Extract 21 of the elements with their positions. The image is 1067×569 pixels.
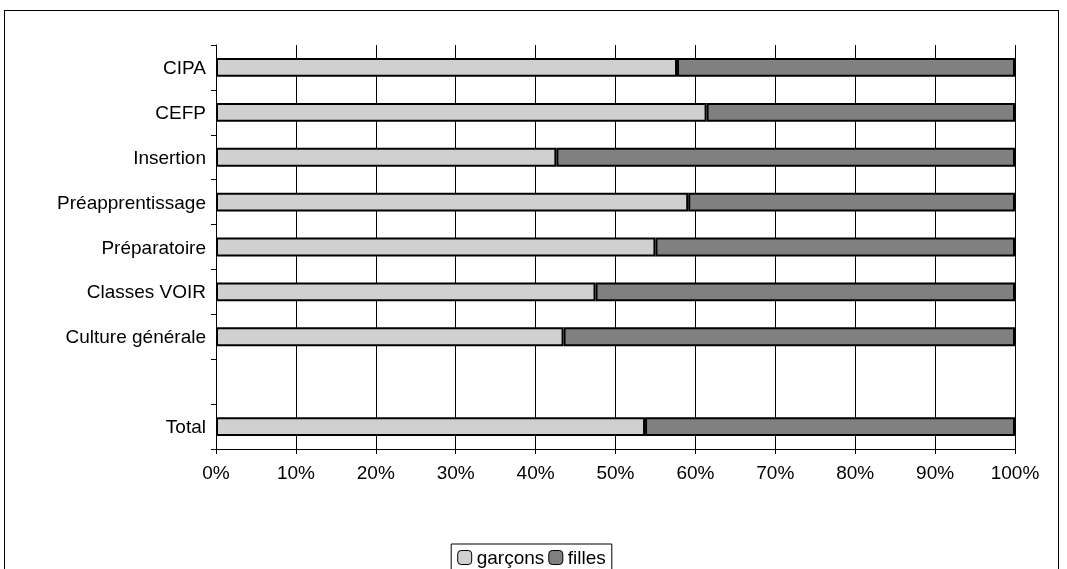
x-tick-label: 10%: [276, 462, 316, 483]
y-tick-label: Total: [165, 416, 206, 438]
x-tick-label: 0%: [202, 462, 230, 483]
x-tick-label: 30%: [436, 462, 475, 483]
legend-label: garçons: [476, 547, 545, 568]
x-tick-label: 80%: [836, 462, 875, 483]
legend-label: filles: [567, 547, 606, 568]
x-tick-label: 100%: [990, 462, 1040, 483]
y-tick-label: Classes VOIR: [86, 281, 206, 303]
y-tick-label: Préapprentissage: [57, 191, 206, 213]
y-tick-label: Insertion: [133, 146, 206, 168]
x-tick-label: 70%: [756, 462, 795, 483]
x-tick-label: 50%: [596, 462, 635, 483]
x-tick-label: 20%: [356, 462, 395, 483]
y-tick-label: CIPA: [163, 56, 207, 78]
y-tick-label: Culture générale: [65, 326, 206, 348]
x-tick-label: 40%: [516, 462, 555, 483]
x-tick-label: 90%: [916, 462, 955, 483]
y-tick-label: Préparatoire: [101, 236, 206, 258]
y-tick-label: CEFP: [155, 101, 206, 123]
x-tick-label: 60%: [676, 462, 715, 483]
